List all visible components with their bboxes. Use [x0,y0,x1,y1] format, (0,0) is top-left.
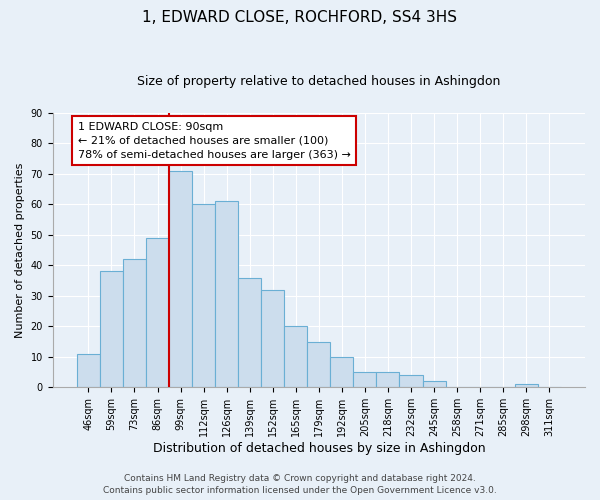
Bar [215,202,238,388]
Text: Contains HM Land Registry data © Crown copyright and database right 2024.
Contai: Contains HM Land Registry data © Crown c… [103,474,497,495]
Bar [284,326,307,388]
Text: 1 EDWARD CLOSE: 90sqm
← 21% of detached houses are smaller (100)
78% of semi-det: 1 EDWARD CLOSE: 90sqm ← 21% of detached … [78,122,351,160]
Bar [77,354,100,388]
Bar [400,375,422,388]
Bar [100,272,123,388]
Bar [353,372,376,388]
Bar [169,170,192,388]
Title: Size of property relative to detached houses in Ashingdon: Size of property relative to detached ho… [137,75,500,88]
Bar [261,290,284,388]
X-axis label: Distribution of detached houses by size in Ashingdon: Distribution of detached houses by size … [152,442,485,455]
Bar [515,384,538,388]
Bar [238,278,261,388]
Y-axis label: Number of detached properties: Number of detached properties [15,162,25,338]
Bar [331,357,353,388]
Bar [192,204,215,388]
Bar [123,259,146,388]
Bar [307,342,331,388]
Bar [376,372,400,388]
Bar [146,238,169,388]
Bar [422,381,446,388]
Text: 1, EDWARD CLOSE, ROCHFORD, SS4 3HS: 1, EDWARD CLOSE, ROCHFORD, SS4 3HS [143,10,458,25]
